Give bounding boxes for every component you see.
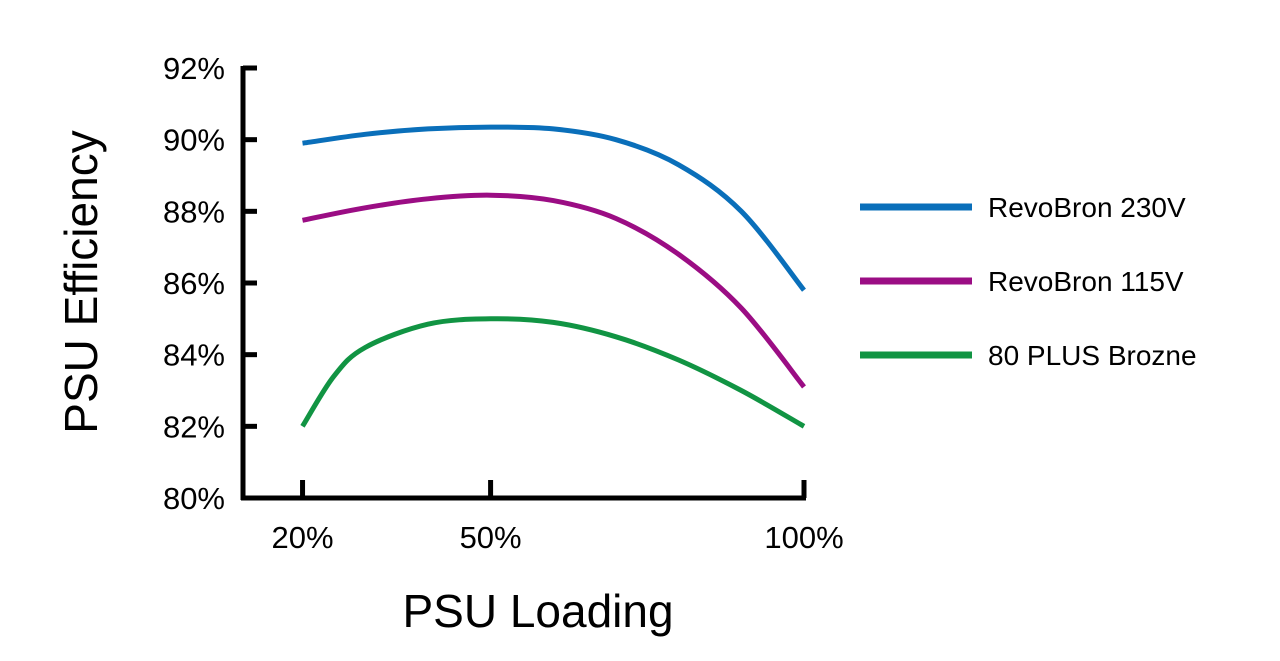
y-tick-label: 84% (163, 338, 225, 373)
series-line-revobron-115v (302, 192, 806, 389)
legend: RevoBron 230V RevoBron 115V 80 PLUS Brozne (860, 192, 1197, 371)
y-tick-label: 80% (163, 481, 225, 516)
x-tick-label: 50% (460, 520, 522, 555)
x-axis-title: PSU Loading (402, 585, 673, 637)
x-tick-label: 100% (764, 520, 843, 555)
axes (240, 66, 806, 501)
y-tick-label: 82% (163, 409, 225, 444)
series-line-80-plus-brozne (300, 316, 806, 429)
y-tick-label: 86% (163, 266, 225, 301)
x-axis-ticks: 20% 50% 100% (272, 480, 844, 555)
legend-label-revobron-115v: RevoBron 115V (988, 266, 1184, 297)
y-tick-label: 88% (163, 194, 225, 229)
legend-label-revobron-230v: RevoBron 230V (988, 192, 1186, 223)
y-tick-label: 90% (163, 123, 225, 158)
y-axis-title: PSU Efficiency (55, 130, 107, 433)
y-axis-ticks: 80% 82% 84% 86% 88% 90% 92% (163, 51, 257, 516)
series-layer (300, 124, 806, 429)
series-line-revobron-230v (302, 124, 806, 292)
x-tick-label: 20% (272, 520, 334, 555)
legend-label-80-plus-brozne: 80 PLUS Brozne (988, 340, 1197, 371)
y-tick-label: 92% (163, 51, 225, 86)
